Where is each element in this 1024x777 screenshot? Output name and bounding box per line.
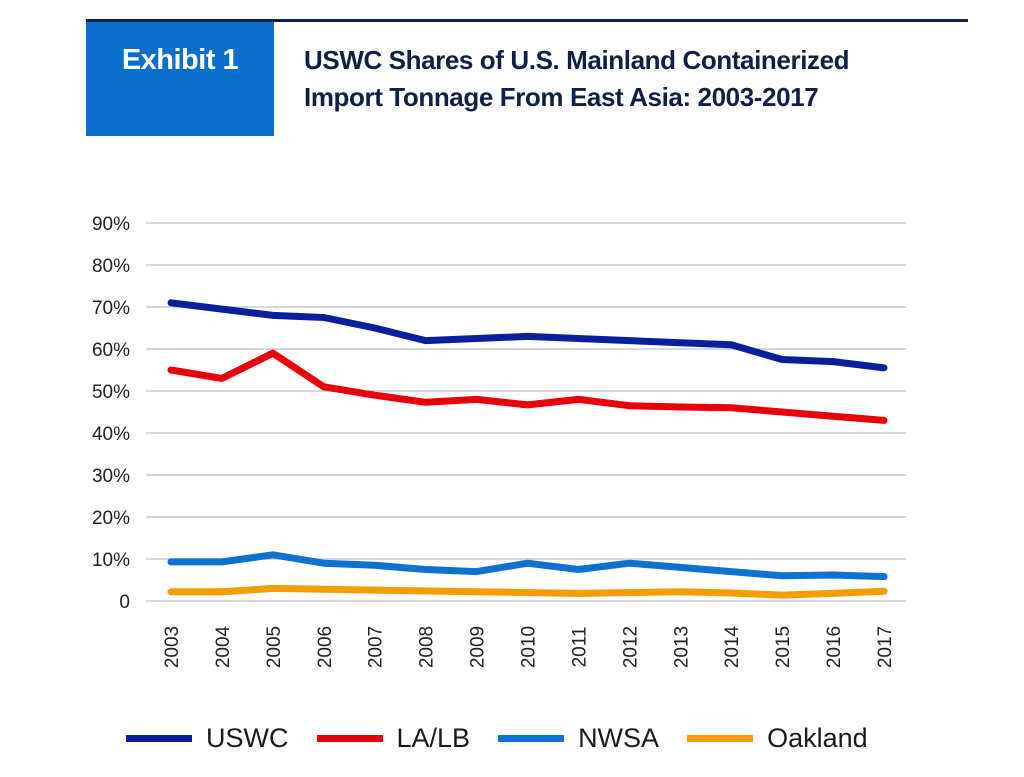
legend-label: NWSA bbox=[578, 723, 660, 753]
top-rule bbox=[86, 19, 968, 22]
x-tick-label: 2008 bbox=[417, 626, 438, 668]
y-tick-label: 40% bbox=[92, 424, 130, 445]
x-tick-label: 2004 bbox=[213, 625, 234, 668]
x-tick-label: 2013 bbox=[671, 626, 692, 668]
chart-title: USWC Shares of U.S. Mainland Containeriz… bbox=[304, 42, 964, 116]
legend-swatch bbox=[687, 735, 754, 742]
y-tick-label: 90% bbox=[92, 214, 130, 235]
legend-item-nwsa: NWSA bbox=[498, 723, 659, 754]
series-lines bbox=[167, 299, 888, 599]
y-tick-label: 50% bbox=[92, 382, 130, 403]
legend-item-oakland: Oakland bbox=[687, 723, 868, 754]
chart-title-line-2: Import Tonnage From East Asia: 2003-2017 bbox=[304, 82, 819, 112]
legend-label: Oakland bbox=[767, 723, 868, 753]
legend-label: USWC bbox=[206, 723, 289, 753]
x-tick-label: 2014 bbox=[722, 625, 743, 668]
legend-item-uswc: USWC bbox=[126, 723, 289, 754]
x-axis-ticks: 2003 2004 2005 2006 2007 2008 2009 2010 2011 2012… bbox=[162, 625, 896, 668]
x-tick-label: 2009 bbox=[468, 626, 489, 668]
chart-title-line-1: USWC Shares of U.S. Mainland Containeriz… bbox=[304, 45, 850, 75]
series-line-oakland bbox=[167, 584, 888, 599]
y-tick-label: 80% bbox=[92, 256, 130, 277]
y-tick-label: 70% bbox=[92, 298, 130, 319]
y-tick-label: 10% bbox=[92, 550, 130, 571]
y-tick-label: 60% bbox=[92, 340, 130, 361]
series-line-la-lb bbox=[167, 349, 888, 424]
x-tick-label: 2003 bbox=[162, 626, 183, 668]
x-tick-label: 2006 bbox=[315, 626, 336, 668]
x-tick-label: 2016 bbox=[824, 626, 845, 668]
x-tick-label: 2005 bbox=[264, 626, 285, 668]
x-tick-label: 2011 bbox=[569, 627, 590, 668]
y-tick-label: 30% bbox=[92, 466, 130, 487]
y-axis-ticks: 0 10% 20% 30% 40% 50% 60% 70% 80% 90% bbox=[92, 214, 130, 613]
legend-swatch bbox=[498, 735, 565, 742]
exhibit-badge: Exhibit 1 bbox=[86, 22, 274, 136]
legend-label: LA/LB bbox=[396, 723, 471, 753]
legend-swatch bbox=[316, 735, 383, 742]
x-tick-label: 2007 bbox=[366, 626, 387, 668]
exhibit-label: Exhibit 1 bbox=[121, 44, 239, 76]
x-tick-label: 2010 bbox=[519, 626, 540, 668]
legend: USWC LA/LB NWSA Oakland bbox=[126, 723, 896, 754]
y-tick-label: 0 bbox=[119, 592, 130, 613]
gridlines bbox=[146, 222, 906, 602]
x-tick-label: 2015 bbox=[773, 626, 794, 668]
x-tick-label: 2012 bbox=[620, 626, 641, 668]
legend-item-la-lb: LA/LB bbox=[316, 723, 471, 754]
x-tick-label: 2017 bbox=[875, 626, 896, 668]
y-tick-label: 20% bbox=[92, 508, 130, 529]
series-line-nwsa bbox=[167, 551, 888, 581]
series-line-uswc bbox=[167, 299, 888, 372]
legend-swatch bbox=[126, 735, 192, 742]
